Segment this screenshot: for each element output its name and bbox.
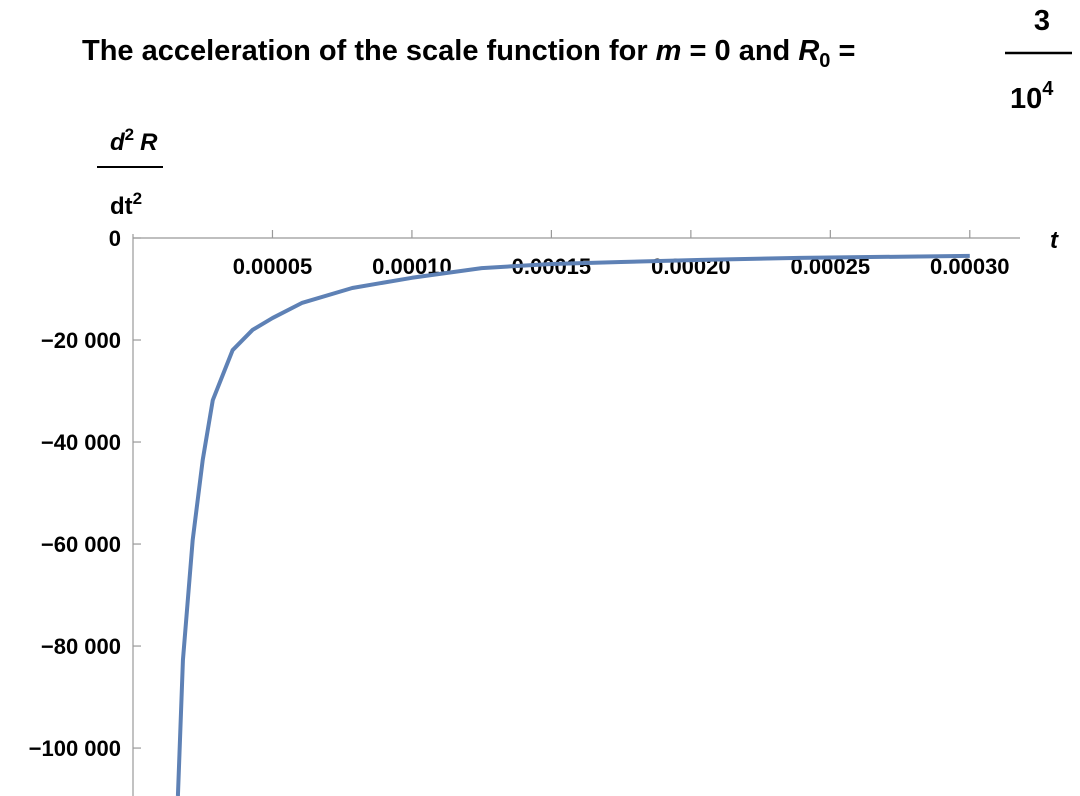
title-den: 10 <box>1010 83 1042 115</box>
title-m: m <box>656 35 682 67</box>
title-numerator: 3 <box>1034 5 1050 37</box>
title-sub: 0 <box>819 50 830 72</box>
y-tick-label: −100 000 <box>29 736 121 761</box>
y-label-r: R <box>140 129 158 156</box>
y-tick-label: −80 000 <box>41 634 121 659</box>
y-tick-label: −20 000 <box>41 328 121 353</box>
line-series <box>175 253 970 796</box>
title-eq: = 0 and <box>681 35 798 67</box>
y-tick-label: 0 <box>109 226 121 251</box>
y-tick-label: −40 000 <box>41 430 121 455</box>
y-label-dt: dt <box>110 193 133 220</box>
title-denominator: 104 <box>1010 78 1054 115</box>
y-label-dt-exp: 2 <box>133 189 142 208</box>
y-label-d: d <box>110 129 126 156</box>
y-axis-label: d2 R <box>110 125 158 156</box>
x-tick-label: 0.00005 <box>233 254 313 279</box>
title-r: R <box>798 35 819 67</box>
y-label-d-exp: 2 <box>125 125 134 144</box>
y-axis-label-den: dt2 <box>110 189 142 220</box>
x-axis-label: t <box>1050 227 1059 254</box>
title-exp: 4 <box>1042 78 1054 100</box>
y-tick-label: −60 000 <box>41 532 121 557</box>
chart-title: The acceleration of the scale function f… <box>82 35 855 72</box>
title-eq2: = <box>830 35 855 67</box>
title-text: The acceleration of the scale function f… <box>82 35 656 67</box>
